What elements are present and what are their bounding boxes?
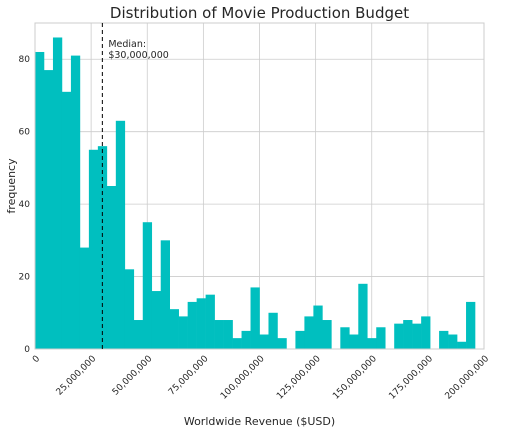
histogram-bar bbox=[394, 323, 404, 349]
y-tick-labels: 0 20 40 60 80 bbox=[19, 55, 31, 355]
histogram-bar bbox=[349, 334, 359, 349]
histogram-bar bbox=[250, 287, 260, 349]
histogram-bar bbox=[142, 222, 153, 349]
histogram-bar bbox=[403, 320, 413, 349]
histogram-bar bbox=[259, 334, 269, 349]
x-tick-label: 125,000,000 bbox=[275, 354, 323, 402]
histogram-bar bbox=[241, 330, 251, 349]
histogram-bar bbox=[412, 323, 422, 349]
histogram-bar bbox=[187, 301, 197, 349]
median-annotation-value: $30,000,000 bbox=[108, 50, 168, 61]
histogram-bar bbox=[223, 320, 233, 349]
chart-title: Distribution of Movie Production Budget bbox=[110, 4, 409, 22]
x-tick-label: 200,000,000 bbox=[444, 354, 492, 402]
histogram-bar bbox=[214, 320, 224, 349]
histogram-bar bbox=[178, 316, 188, 349]
x-tick-labels: 0 25,000,000 50,000,000 75,000,000 100,000,0… bbox=[31, 354, 491, 402]
y-tick-label: 80 bbox=[19, 55, 31, 65]
histogram-bar bbox=[35, 51, 45, 349]
histogram-bar bbox=[268, 312, 278, 349]
histogram-bars bbox=[35, 37, 476, 350]
y-tick-label: 60 bbox=[19, 128, 31, 138]
x-tick-label: 100,000,000 bbox=[219, 354, 267, 402]
histogram-bar bbox=[448, 334, 458, 349]
x-tick-label: 0 bbox=[31, 354, 42, 365]
histogram-bar bbox=[79, 247, 90, 349]
x-tick-label: 50,000,000 bbox=[111, 354, 155, 398]
histogram-bar bbox=[277, 338, 287, 349]
histogram-bar bbox=[70, 55, 81, 349]
histogram-bar bbox=[232, 338, 242, 349]
histogram-bar bbox=[466, 301, 476, 349]
x-tick-label: 175,000,000 bbox=[387, 354, 435, 402]
x-tick-label: 150,000,000 bbox=[331, 354, 379, 402]
histogram-bar bbox=[421, 316, 431, 349]
x-axis-label: Worldwide Revenue ($USD) bbox=[184, 415, 335, 428]
histogram-bar bbox=[304, 316, 314, 349]
y-tick-label: 0 bbox=[24, 345, 30, 355]
histogram-bar bbox=[169, 309, 179, 349]
histogram-bar bbox=[457, 341, 467, 349]
histogram-bar bbox=[205, 294, 215, 349]
plot-frame bbox=[34, 22, 485, 350]
histogram-bar bbox=[160, 240, 170, 349]
histogram-bar bbox=[88, 149, 99, 349]
histogram-bar bbox=[106, 186, 117, 349]
histogram-bar bbox=[439, 330, 449, 349]
median-annotation-label: Median: bbox=[108, 39, 146, 50]
y-axis-label: frequency bbox=[5, 158, 18, 214]
histogram-bar bbox=[340, 327, 350, 349]
histogram-bar bbox=[61, 91, 72, 350]
histogram-bar bbox=[358, 283, 368, 349]
histogram-bar bbox=[151, 291, 162, 349]
histogram-bar bbox=[133, 320, 144, 349]
histogram-bar bbox=[322, 320, 332, 349]
y-tick-label: 40 bbox=[19, 200, 31, 210]
histogram-bar bbox=[43, 70, 54, 349]
histogram-bar bbox=[124, 269, 135, 349]
y-tick-label: 20 bbox=[19, 273, 31, 283]
x-tick-label: 25,000,000 bbox=[55, 354, 99, 398]
x-tick-label: 75,000,000 bbox=[167, 354, 211, 398]
histogram-bar bbox=[52, 37, 63, 349]
histogram-bar bbox=[196, 298, 206, 349]
histogram-bar bbox=[367, 338, 377, 349]
histogram-bar bbox=[115, 120, 126, 349]
histogram-bar bbox=[295, 330, 305, 349]
histogram-bar bbox=[313, 305, 323, 349]
histogram-bar bbox=[376, 327, 386, 349]
